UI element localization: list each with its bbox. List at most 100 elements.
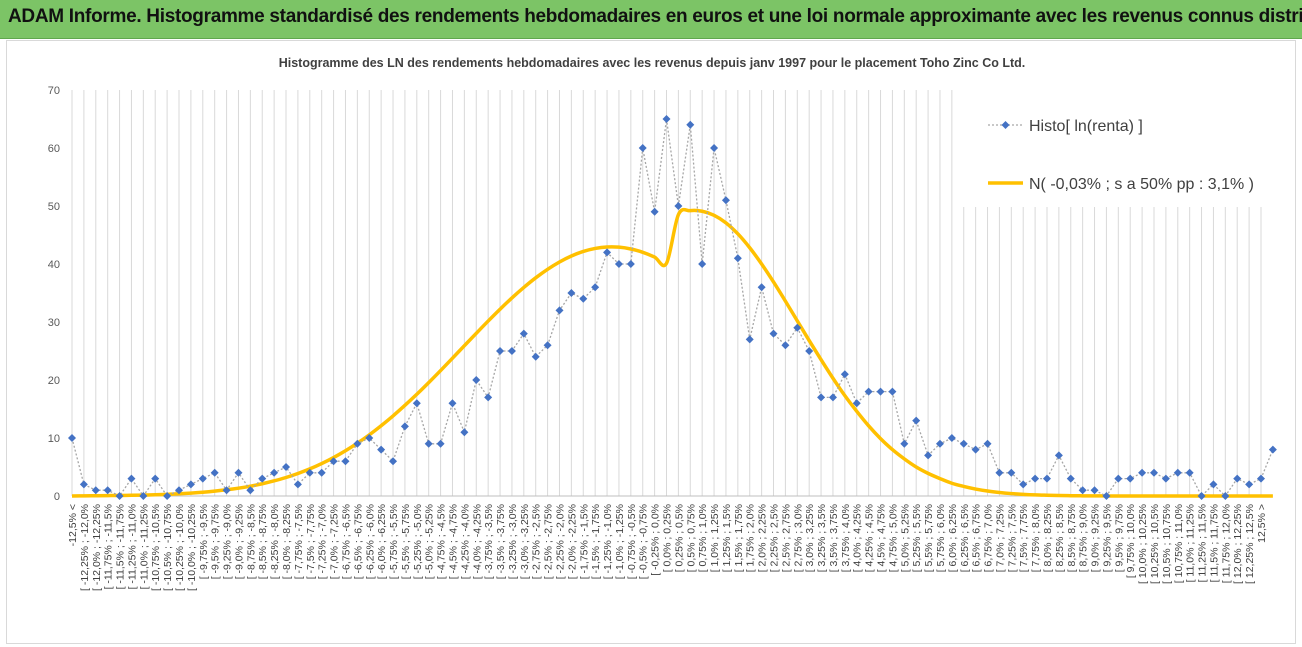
x-tick-label: [ 9,0% ; 9,25% xyxy=(1090,504,1102,572)
x-tick-label: [ 3,5% ; 3,75% xyxy=(828,504,840,572)
x-tick-label: [ -3,25% ; -3,0% xyxy=(507,504,519,579)
x-tick-label: [ -11,75% ; -11,5% xyxy=(103,504,115,589)
x-tick-label: [ -4,5% ; -4,75% xyxy=(447,504,459,579)
x-tick-label: [ -5,5% ; -5,75% xyxy=(400,504,412,579)
histogram-point xyxy=(721,196,730,205)
histogram-point xyxy=(1268,445,1277,454)
histogram-point xyxy=(1138,468,1147,477)
histogram-point xyxy=(840,370,849,379)
histogram-point xyxy=(686,120,695,129)
x-tick-label: [ -10,25% ; -10,0% xyxy=(174,504,186,591)
histogram-point xyxy=(460,428,469,437)
normal-curve-line xyxy=(71,207,1273,498)
histogram-point xyxy=(947,434,956,442)
x-tick-label: [ -6,5% ; -6,75% xyxy=(352,504,364,579)
histogram-point xyxy=(1042,474,1051,483)
histogram-point xyxy=(389,457,398,466)
histogram-point xyxy=(198,474,207,483)
histogram-point xyxy=(864,387,873,396)
histogram-point xyxy=(1245,480,1254,489)
x-tick-label: [ -12,25% ; -12,0% xyxy=(79,504,91,591)
y-tick-label: 0 xyxy=(54,491,60,503)
x-tick-label: [ 4,75% ; 5,0% xyxy=(887,504,899,572)
x-tick-label: [ -11,0% ; -11,25% xyxy=(138,504,150,589)
x-tick-label: [ 2,5% ; 2,75% xyxy=(780,504,792,572)
histogram-point xyxy=(674,202,683,210)
x-tick-label: [ -10,0% ; -10,25% xyxy=(186,504,198,591)
histogram-point xyxy=(1209,480,1218,489)
gridlines xyxy=(71,90,1262,497)
x-tick-label: [ -0,25% ; 0,0% xyxy=(650,504,662,576)
histogram-point xyxy=(353,439,362,448)
x-tick-label: [ 9,5% ; 9,75% xyxy=(1113,504,1125,572)
x-tick-label: [ -4,75% ; -4,5% xyxy=(436,504,448,579)
x-tick-label: [ 0,75% ; 1,0% xyxy=(697,504,709,572)
histogram-point xyxy=(733,254,742,263)
histogram-point xyxy=(282,463,291,471)
x-tick-label: [ -8,5% ; -8,75% xyxy=(257,504,269,579)
x-tick-label: [ -1,75% ; -1,5% xyxy=(578,504,590,579)
y-tick-label: 70 xyxy=(48,85,60,97)
x-tick-label: [ 1,75% ; 2,0% xyxy=(745,504,757,572)
y-tick-label: 30 xyxy=(48,317,60,329)
x-tick-label: [ -3,75% ; -3,5% xyxy=(483,504,495,579)
x-tick-label: [ -4,25% ; -4,0% xyxy=(459,504,471,579)
histogram-point xyxy=(293,480,302,489)
histogram-point xyxy=(424,439,433,448)
histogram-point xyxy=(436,439,445,448)
histogram-point xyxy=(781,341,790,350)
x-tick-label: [ 12,25% ; 12,5% xyxy=(1244,504,1256,584)
normal-curve-series xyxy=(71,207,1273,498)
histogram-point xyxy=(805,347,814,355)
histogram-point xyxy=(1173,468,1182,477)
histogram-point xyxy=(472,376,481,384)
x-tick-label: [ -9,5% ; -9,75% xyxy=(210,504,222,579)
chart-title: Histogramme des LN des rendements hebdom… xyxy=(279,56,1026,70)
histogram-point xyxy=(234,468,243,477)
x-tick-label: [ -11,5% ; -11,75% xyxy=(115,504,127,589)
histogram-point xyxy=(1149,468,1158,477)
histogram-point xyxy=(959,439,968,448)
histogram-point xyxy=(305,468,314,477)
x-tick-label: [ 9,25% ; 9,5% xyxy=(1101,504,1113,572)
histogram-point xyxy=(531,352,540,361)
histogram-point xyxy=(1257,474,1265,483)
y-tick-label: 20 xyxy=(48,375,60,387)
histogram-point xyxy=(186,480,195,489)
report-banner: ADAM Informe. Histogramme standardisé de… xyxy=(0,0,1302,39)
x-tick-label: [ -8,25% ; -8,0% xyxy=(269,504,281,579)
histogram-point xyxy=(995,468,1004,477)
x-tick-label: [ 11,25% ; 11,5% xyxy=(1197,504,1209,582)
histogram-point xyxy=(1197,492,1206,500)
x-tick-label: [ -2,75% ; -2,5% xyxy=(531,504,543,579)
histogram-point xyxy=(496,347,505,355)
x-tick-label: [ -2,25% ; -2,0% xyxy=(554,504,566,579)
histogram-point xyxy=(1031,474,1040,483)
histogram-point xyxy=(270,468,279,477)
histogram-point xyxy=(115,492,124,500)
histogram-point xyxy=(175,486,184,495)
x-tick-label: [ -0,5% ; -0,75% xyxy=(638,504,650,579)
histogram-chart: Histogramme des LN des rendements hebdom… xyxy=(48,56,1285,591)
histogram-point xyxy=(924,451,933,460)
histogram-point xyxy=(139,492,148,500)
histogram-point xyxy=(769,329,778,338)
histogram-point xyxy=(507,347,516,355)
y-tick-label: 60 xyxy=(48,143,60,155)
x-tick-label: [ -11,25% ; -11,0% xyxy=(126,504,138,589)
histogram-point xyxy=(1221,492,1230,500)
x-tick-label: [ -2,0% ; -2,25% xyxy=(566,504,578,579)
histogram-point xyxy=(983,439,992,448)
histogram-point xyxy=(1054,451,1063,460)
x-tick-label: [ 7,0% ; 7,25% xyxy=(994,504,1006,572)
histogram-point xyxy=(151,474,160,483)
histogram-point xyxy=(603,248,612,257)
x-tick-label: [ 8,25% ; 8,5% xyxy=(1054,504,1066,572)
x-tick-label: [ -9,0% ; -9,25% xyxy=(233,504,245,579)
histogram-point xyxy=(698,260,707,268)
histogram-point xyxy=(745,335,754,344)
x-tick-label: [ 11,5% ; 11,75% xyxy=(1208,504,1220,582)
x-tick-label: [ 5,75% ; 6,0% xyxy=(935,504,947,572)
histogram-point xyxy=(626,260,635,268)
x-tick-label: [ -1,25% ; -1,0% xyxy=(602,504,614,579)
